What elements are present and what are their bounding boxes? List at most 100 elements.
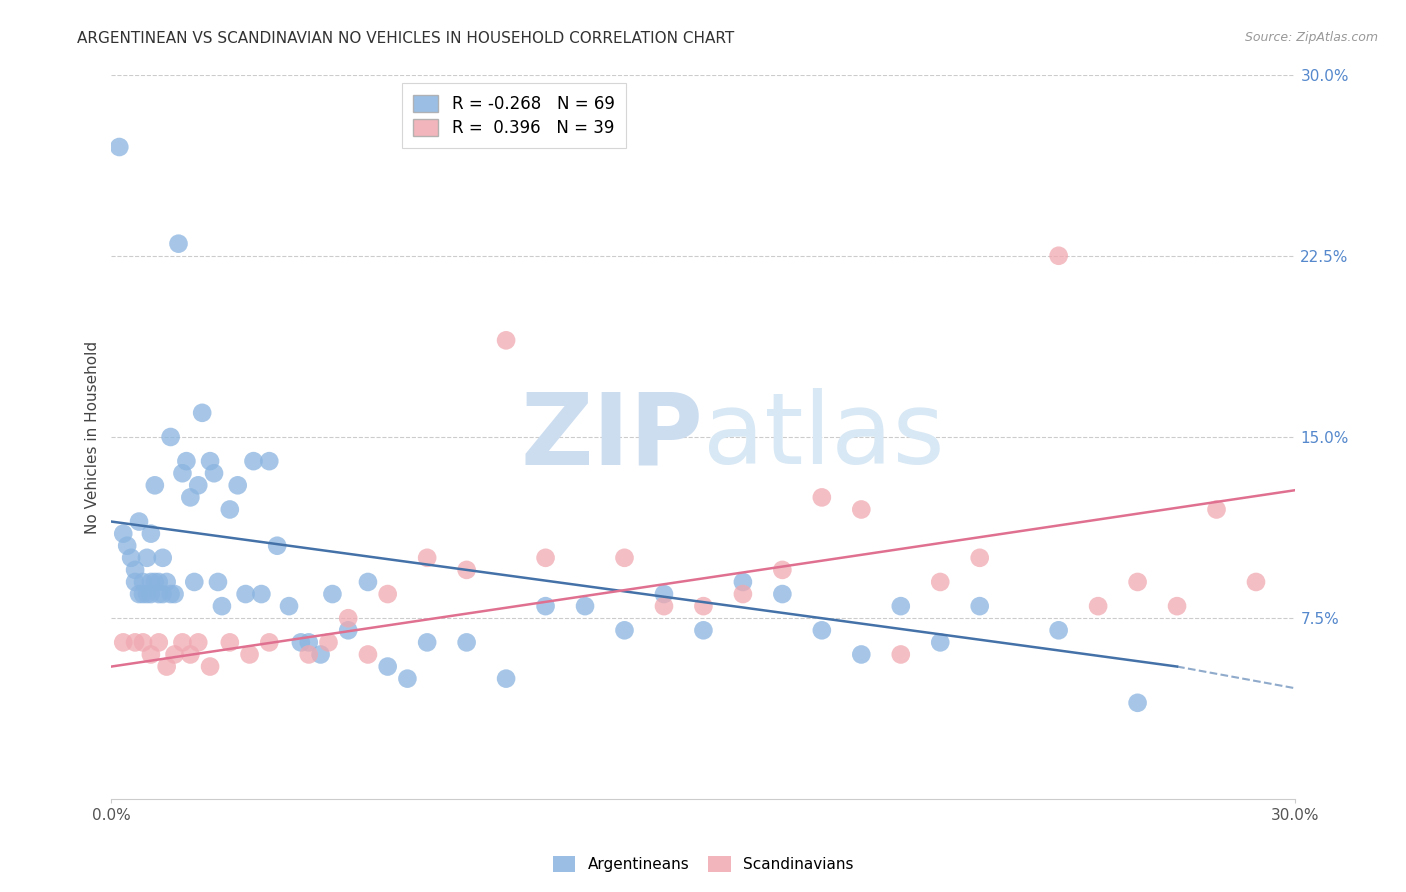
Point (298, 648, 321, 662)
Point (969, 599, 991, 614)
Point (259, 635, 281, 649)
Point (163, 587, 186, 601)
Text: Source: ZipAtlas.com: Source: ZipAtlas.com (1244, 31, 1378, 45)
Point (136, 587, 159, 601)
Point (357, 648, 380, 662)
Point (108, 140, 131, 154)
Point (613, 550, 636, 565)
Point (1166, 599, 1188, 614)
Point (152, 550, 174, 565)
Point (851, 502, 873, 516)
Point (139, 587, 162, 601)
Point (495, 334, 517, 348)
Point (143, 574, 166, 589)
Point (139, 526, 162, 541)
Y-axis label: No Vehicles in Household: No Vehicles in Household (86, 341, 100, 533)
Point (731, 574, 754, 589)
Point (128, 587, 150, 601)
Point (321, 587, 343, 601)
Point (128, 515, 150, 529)
Point (652, 599, 675, 614)
Point (159, 430, 181, 444)
Legend: Argentineans, Scandinavians: Argentineans, Scandinavians (546, 848, 860, 880)
Text: ARGENTINEAN VS SCANDINAVIAN NO VEHICLES IN HOUSEHOLD CORRELATION CHART: ARGENTINEAN VS SCANDINAVIAN NO VEHICLES … (77, 31, 734, 46)
Point (1244, 574, 1267, 589)
Point (250, 587, 273, 601)
Point (187, 635, 209, 649)
Point (266, 539, 288, 553)
Point (770, 563, 793, 577)
Point (456, 563, 478, 577)
Point (198, 659, 221, 673)
Point (139, 648, 162, 662)
Point (1126, 696, 1149, 710)
Point (242, 454, 264, 468)
Point (112, 526, 135, 541)
Point (136, 550, 159, 565)
Point (152, 587, 174, 601)
Point (156, 574, 179, 589)
Point (202, 467, 225, 481)
Point (235, 587, 257, 601)
Point (148, 635, 170, 649)
Point (191, 406, 214, 420)
Point (163, 648, 186, 662)
Point (124, 574, 146, 589)
Point (278, 599, 301, 614)
Point (143, 478, 166, 492)
Point (198, 454, 221, 468)
Point (1126, 574, 1149, 589)
Point (148, 574, 170, 589)
Point (613, 624, 636, 638)
Point (218, 502, 240, 516)
Point (534, 550, 557, 565)
Point (148, 587, 170, 601)
Point (1047, 624, 1070, 638)
Point (207, 574, 229, 589)
Point (179, 491, 201, 505)
Point (156, 659, 179, 673)
Point (132, 587, 155, 601)
Point (357, 574, 380, 589)
Point (534, 599, 557, 614)
Point (731, 587, 754, 601)
Point (124, 635, 146, 649)
Point (929, 635, 952, 649)
Point (132, 635, 155, 649)
Point (1205, 502, 1227, 516)
Point (890, 648, 912, 662)
Point (495, 672, 517, 686)
Point (176, 454, 198, 468)
Point (226, 478, 249, 492)
Point (692, 624, 714, 638)
Point (139, 574, 162, 589)
Point (218, 635, 240, 649)
Point (396, 672, 419, 686)
Point (692, 599, 714, 614)
Legend: R = -0.268   N = 69, R =  0.396   N = 39: R = -0.268 N = 69, R = 0.396 N = 39 (402, 83, 626, 148)
Point (259, 454, 281, 468)
Point (337, 611, 360, 625)
Point (211, 599, 233, 614)
Point (416, 550, 439, 565)
Point (290, 635, 312, 649)
Text: ZIP: ZIP (520, 389, 703, 485)
Point (318, 635, 340, 649)
Point (890, 599, 912, 614)
Point (238, 648, 260, 662)
Point (811, 491, 834, 505)
Point (574, 599, 596, 614)
Point (172, 635, 194, 649)
Point (124, 563, 146, 577)
Point (1047, 249, 1070, 263)
Point (120, 550, 142, 565)
Text: atlas: atlas (703, 389, 945, 485)
Point (309, 648, 332, 662)
Point (929, 574, 952, 589)
Point (115, 539, 138, 553)
Point (851, 648, 873, 662)
Point (167, 236, 190, 251)
Point (652, 587, 675, 601)
Point (159, 587, 181, 601)
Point (179, 648, 201, 662)
